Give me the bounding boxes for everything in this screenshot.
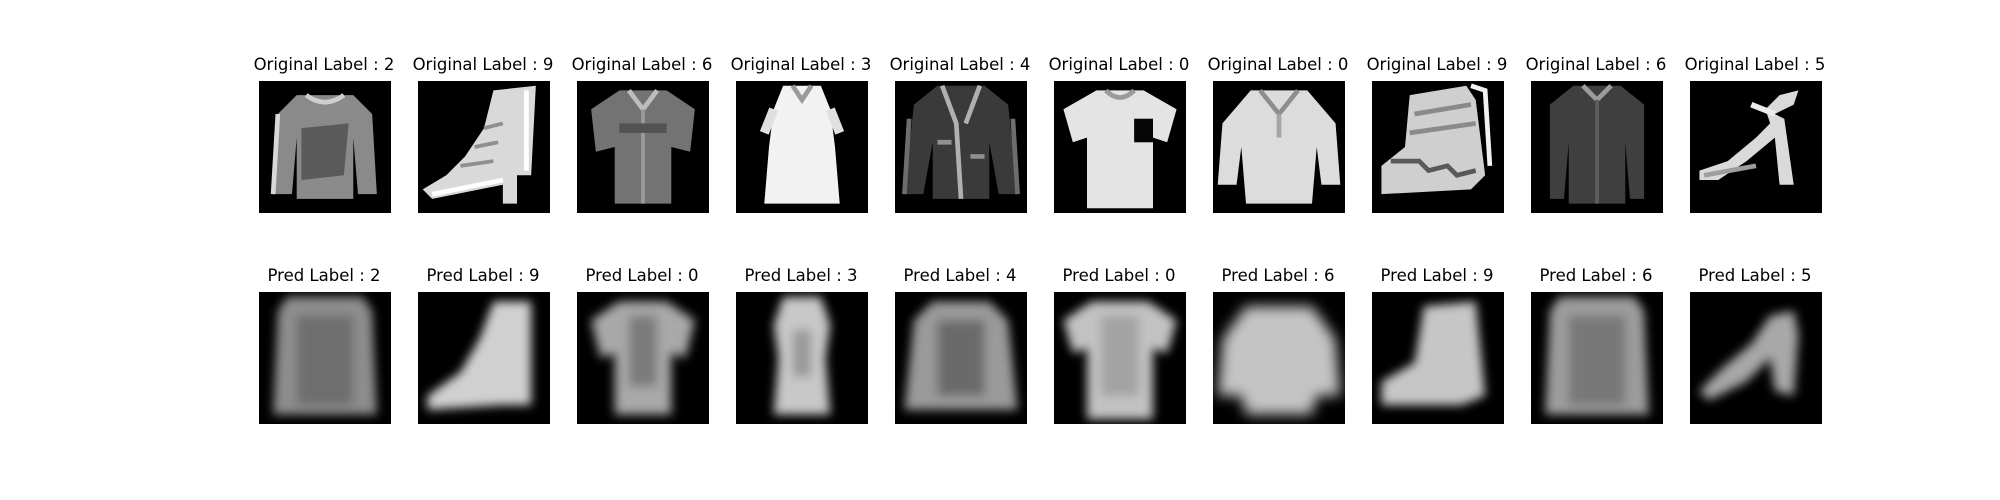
pred-cell: Pred Label : 3: [721, 266, 881, 436]
pullover-reconstruction: [259, 292, 391, 424]
tshirt-icon: [1063, 88, 1177, 209]
original-row: Original Label : 2 Original Label : 9: [0, 55, 2000, 225]
pred-cell: Pred Label : 4: [880, 266, 1040, 436]
pred-label-title: Pred Label : 0: [1062, 266, 1176, 285]
shirt-reconstruction: [577, 292, 709, 424]
tshirt-reconstruction: [1054, 292, 1186, 424]
original-cell: Original Label : 6: [1516, 55, 1676, 225]
original-cell: Original Label : 4: [880, 55, 1040, 225]
dress-reconstruction: [736, 292, 868, 424]
pred-cell: Pred Label : 9: [1357, 266, 1517, 436]
pred-label-title: Pred Label : 9: [1380, 266, 1494, 285]
ankle-boot-icon: [427, 301, 532, 410]
pred-cell: Pred Label : 0: [1039, 266, 1199, 436]
pred-cell: Pred Label : 9: [403, 266, 563, 436]
original-label-title: Original Label : 9: [412, 55, 554, 74]
original-label-title: Original Label : 0: [1048, 55, 1190, 74]
original-cell: Original Label : 0: [1039, 55, 1199, 225]
tshirt-image: [1213, 81, 1345, 213]
pred-cell: Pred Label : 6: [1198, 266, 1358, 436]
ankle-boot-icon: [1381, 83, 1493, 195]
original-label-title: Original Label : 0: [1207, 55, 1349, 74]
coat-icon: [902, 84, 1020, 200]
original-label-title: Original Label : 9: [1366, 55, 1508, 74]
shirt-reconstruction: [1213, 292, 1345, 424]
sandal-image: [1690, 81, 1822, 213]
shirt-icon: [1217, 306, 1341, 415]
sandal-icon: [1699, 310, 1799, 401]
original-cell: Original Label : 3: [721, 55, 881, 225]
ankle-boot-icon: [1381, 301, 1486, 406]
shirt-icon: [1549, 84, 1645, 204]
tshirt-image: [1054, 81, 1186, 213]
shirt-image: [577, 81, 709, 213]
pred-label-title: Pred Label : 4: [903, 266, 1017, 285]
pred-cell: Pred Label : 2: [244, 266, 404, 436]
pred-cell: Pred Label : 0: [562, 266, 722, 436]
ankle-boot-image: [418, 81, 550, 213]
pred-label-title: Pred Label : 3: [744, 266, 858, 285]
coat-image: [895, 81, 1027, 213]
pred-label-title: Pred Label : 5: [1698, 266, 1812, 285]
ankle-boot-image: [1372, 81, 1504, 213]
original-label-title: Original Label : 2: [253, 55, 395, 74]
pred-label-title: Pred Label : 6: [1539, 266, 1653, 285]
pred-label-title: Pred Label : 9: [426, 266, 540, 285]
original-label-title: Original Label : 6: [571, 55, 713, 74]
original-cell: Original Label : 9: [403, 55, 563, 225]
pullover-icon: [270, 93, 377, 199]
pred-cell: Pred Label : 5: [1675, 266, 1835, 436]
original-cell: Original Label : 6: [562, 55, 722, 225]
shirt-icon: [591, 89, 695, 204]
original-label-title: Original Label : 6: [1525, 55, 1667, 74]
pred-row: Pred Label : 2 Pred Label : 9: [0, 266, 2000, 436]
original-cell: Original Label : 0: [1198, 55, 1358, 225]
tshirt-icon: [1217, 88, 1341, 204]
sandal-icon: [1699, 90, 1799, 185]
dress-icon: [773, 296, 831, 415]
dress-image: [736, 81, 868, 213]
original-label-title: Original Label : 5: [1684, 55, 1826, 74]
sandal-reconstruction: [1690, 292, 1822, 424]
dress-icon: [759, 84, 845, 204]
pred-label-title: Pred Label : 6: [1221, 266, 1335, 285]
tshirt-icon: [591, 301, 695, 415]
shirt-image: [1531, 81, 1663, 213]
pullover-image: [259, 81, 391, 213]
original-label-title: Original Label : 4: [889, 55, 1031, 74]
ankle-boot-icon: [422, 85, 536, 204]
shirt-icon: [1545, 296, 1649, 415]
original-cell: Original Label : 9: [1357, 55, 1517, 225]
coat-reconstruction: [895, 292, 1027, 424]
original-label-title: Original Label : 3: [730, 55, 872, 74]
pullover-icon: [273, 296, 377, 415]
original-cell: Original Label : 5: [1675, 55, 1835, 225]
pred-cell: Pred Label : 6: [1516, 266, 1676, 436]
original-cell: Original Label : 2: [244, 55, 404, 225]
tshirt-icon: [1063, 301, 1177, 420]
pred-label-title: Pred Label : 2: [267, 266, 381, 285]
ankle-boot-reconstruction: [418, 292, 550, 424]
shirt-reconstruction: [1531, 292, 1663, 424]
pred-label-title: Pred Label : 0: [585, 266, 699, 285]
ankle-boot-reconstruction: [1372, 292, 1504, 424]
coat-icon: [904, 301, 1018, 410]
